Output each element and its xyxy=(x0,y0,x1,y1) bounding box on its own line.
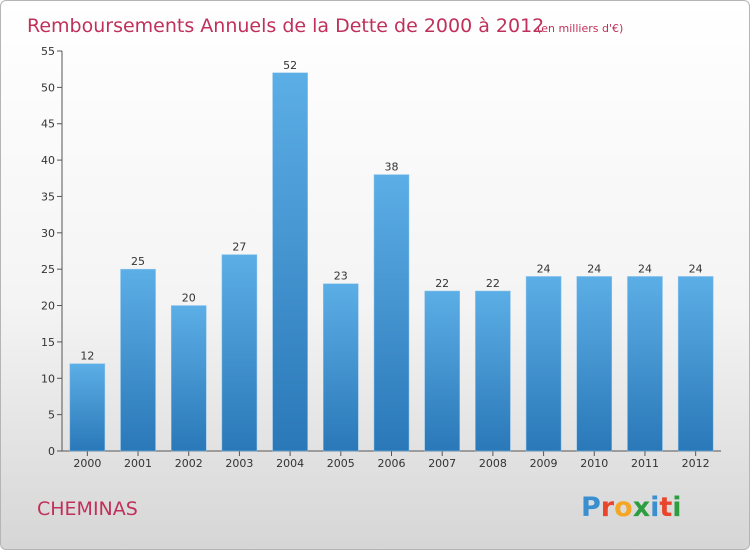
x-tick-label: 2007 xyxy=(428,457,456,470)
data-label: 20 xyxy=(182,292,196,305)
bar xyxy=(120,268,156,452)
bar xyxy=(323,283,359,452)
data-label: 23 xyxy=(334,270,348,283)
data-label: 24 xyxy=(638,262,652,275)
bar xyxy=(272,72,308,452)
y-tick-label: 5 xyxy=(48,409,55,422)
place-name: CHEMINAS xyxy=(37,498,138,520)
logo-letter: P xyxy=(581,492,601,523)
bar xyxy=(373,174,410,452)
y-tick-label: 40 xyxy=(41,154,55,167)
data-label: 38 xyxy=(385,161,399,174)
bar xyxy=(677,276,714,452)
y-tick-label: 25 xyxy=(41,263,55,276)
y-tick-label: 30 xyxy=(41,227,55,240)
logo-letter: t xyxy=(659,492,672,523)
x-tick-label: 2009 xyxy=(530,457,558,470)
data-label: 24 xyxy=(537,262,551,275)
axes: 0 5 10 15 20 25 30 35 40 45 50 55 2000 2001 2002 2003 20… xyxy=(41,45,721,470)
data-label: 24 xyxy=(689,262,703,275)
x-tick-label: 2001 xyxy=(124,457,152,470)
y-tick-label: 50 xyxy=(41,81,55,94)
proxiti-logo: Proxiti xyxy=(581,492,682,523)
y-tick-label: 10 xyxy=(41,372,55,385)
bar xyxy=(424,290,460,452)
x-tick-label: 2008 xyxy=(479,457,507,470)
bar xyxy=(170,305,207,452)
y-tick-label: 45 xyxy=(41,118,55,131)
x-tick-label: 2004 xyxy=(276,457,304,470)
logo-letter: i xyxy=(650,492,659,523)
data-label: 52 xyxy=(283,59,297,72)
data-label: 22 xyxy=(435,277,449,290)
logo-letter: x xyxy=(633,492,650,523)
bar xyxy=(525,276,562,452)
y-tick-label: 15 xyxy=(41,336,55,349)
chart-title: Remboursements Annuels de la Dette de 20… xyxy=(27,15,544,37)
y-tick-label: 55 xyxy=(41,45,55,58)
y-tick-label: 20 xyxy=(41,300,55,313)
x-tick-label: 2011 xyxy=(631,457,659,470)
x-tick-label: 2003 xyxy=(225,457,253,470)
bar xyxy=(221,254,258,452)
logo-letter: i xyxy=(672,492,681,523)
chart-subtitle: (en milliers d'€) xyxy=(537,22,623,35)
y-tick-label: 0 xyxy=(48,445,55,458)
data-label: 27 xyxy=(232,241,246,254)
x-tick-label: 2012 xyxy=(682,457,710,470)
data-label: 12 xyxy=(80,350,94,363)
data-label: 25 xyxy=(131,255,145,268)
logo-letter: o xyxy=(614,492,633,523)
y-tick-label: 35 xyxy=(41,190,55,203)
logo-letter: r xyxy=(601,492,615,523)
x-tick-label: 2002 xyxy=(175,457,203,470)
bar xyxy=(475,290,511,452)
x-tick-label: 2005 xyxy=(327,457,355,470)
x-tick-label: 2006 xyxy=(378,457,406,470)
x-tick-label: 2000 xyxy=(73,457,101,470)
data-label: 22 xyxy=(486,277,500,290)
bar xyxy=(627,276,663,452)
data-label: 24 xyxy=(587,262,601,275)
bar xyxy=(576,276,613,452)
bars: 12 25 20 27 52 23 38 22 22 24 24 24 24 xyxy=(69,59,714,452)
bar xyxy=(69,363,106,452)
x-tick-label: 2010 xyxy=(580,457,608,470)
